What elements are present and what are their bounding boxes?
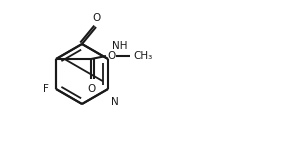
Text: NH: NH	[112, 41, 128, 51]
Text: O: O	[93, 13, 101, 23]
Text: O: O	[87, 84, 95, 94]
Text: O: O	[107, 51, 115, 61]
Text: CH₃: CH₃	[133, 51, 152, 61]
Text: F: F	[43, 84, 49, 94]
Text: N: N	[111, 97, 119, 107]
